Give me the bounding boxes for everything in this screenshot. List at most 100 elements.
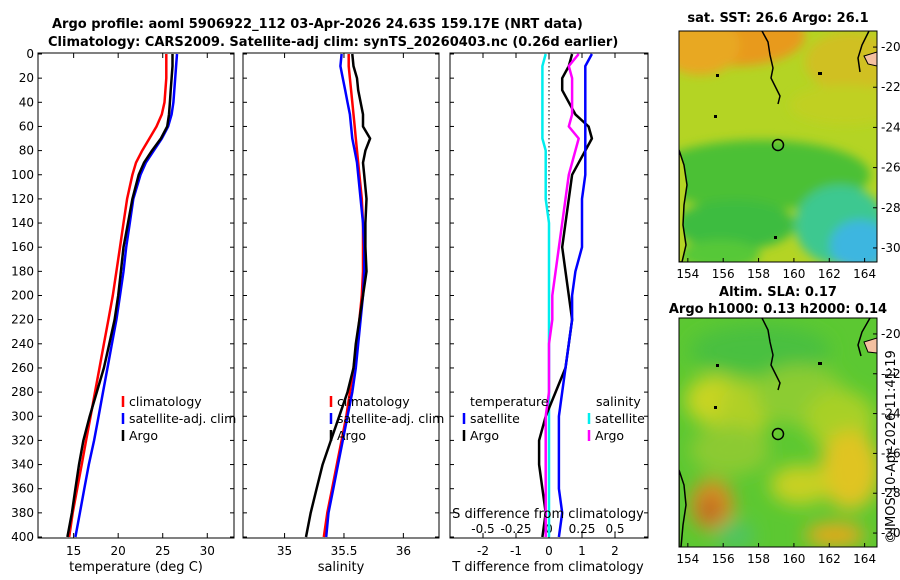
series-temperature-argo (537, 53, 594, 538)
map-x-tick-label: 156 (712, 552, 735, 566)
depth-tick-label: 280 (11, 385, 34, 399)
legend-heading-salinity: salinity (596, 394, 641, 409)
depth-tick-label: 300 (11, 409, 34, 423)
legend-label-sal-argo: Argo (595, 428, 624, 443)
x-tick-label: 0 (545, 544, 553, 558)
x-tick-label: 35 (277, 544, 292, 558)
sla-map-frame (678, 317, 878, 548)
map-x-tick-label: 164 (853, 267, 876, 281)
map-y-tick-label: -30 (881, 241, 900, 255)
depth-tick-label: 120 (11, 192, 34, 206)
legend-label-climatology: climatology (337, 394, 410, 409)
t-difference-xlabel: T difference from climatology (451, 560, 644, 575)
sst-map-panel: sat. SST: 26.6 Argo: 26.1 (676, 11, 900, 281)
sla-map-panel: Altim. SLA: 0.17 Argo h1000: 0.13 h2000:… (669, 285, 900, 566)
difference-panel: -2 -1 0 1 2-0.5 -0.25 0 0.25 0.5 temperature sat… (449, 52, 649, 575)
imos-credit: ©IMOS 10-Apr-2026 11:41:19 (884, 350, 899, 544)
sla-reef-outline (761, 318, 781, 391)
map-y-tick-label: -22 (881, 80, 900, 94)
map-x-tick-label: 162 (818, 552, 841, 566)
depth-tick-label: 180 (11, 264, 34, 278)
legend-label-temp-satellite: satellite (470, 411, 520, 426)
map-x-tick-label: 158 (747, 552, 770, 566)
map-x-tick-label: 160 (782, 552, 805, 566)
map-x-tick-label: 154 (676, 267, 699, 281)
map-y-tick-label: -24 (881, 407, 900, 421)
sla-field (679, 318, 877, 547)
x-tick-label: 2 (611, 544, 619, 558)
depth-tick-label: 360 (11, 482, 34, 496)
depth-tick-label: 400 (11, 530, 34, 544)
depth-tick-label: 40 (19, 95, 34, 109)
x-tick-label: -2 (477, 544, 489, 558)
title-line-1: Argo profile: aoml 5906922_112 03-Apr-20… (52, 17, 583, 32)
s-diff-tick-label: 0.5 (605, 522, 624, 536)
legend-label-satellite: satellite-adj. clim (129, 411, 236, 426)
map-y-tick-label: -24 (881, 120, 900, 134)
sst-map-frame (678, 30, 878, 263)
depth-tick-label: 0 (26, 47, 34, 61)
x-tick-label: 20 (111, 544, 126, 558)
depth-tick-label: 320 (11, 433, 34, 447)
map-y-tick-label: -20 (881, 40, 900, 54)
x-tick-label: 35.5 (331, 544, 358, 558)
sla-map-title-1: Altim. SLA: 0.17 (719, 285, 837, 300)
x-tick-label: -1 (510, 544, 522, 558)
depth-tick-label: 220 (11, 313, 34, 327)
series-satellite-adj-clim (74, 53, 179, 538)
sla-land (863, 337, 877, 354)
depth-tick-label: 380 (11, 506, 34, 520)
depth-tick-label: 80 (19, 144, 34, 158)
legend-label-argo: Argo (337, 428, 366, 443)
title-line-2: Climatology: CARS2009. Satellite-adj cli… (48, 35, 618, 50)
depth-tick-label: 100 (11, 168, 34, 182)
temperature-legend: climatology satellite-adj. clim Argo (121, 394, 236, 443)
series-satellite-adj-clim (324, 53, 366, 538)
depth-tick-label: 140 (11, 216, 34, 230)
depth-tick-label: 60 (19, 119, 34, 133)
map-x-tick-label: 162 (818, 267, 841, 281)
salinity-xlabel: salinity (318, 560, 365, 575)
depth-tick-label: 260 (11, 361, 34, 375)
x-tick-label: 25 (155, 544, 170, 558)
salinity-panel: 35 35.5 36 climatology satellite-adj. clim… (242, 52, 444, 575)
sst-land (863, 51, 877, 67)
temperature-axes-frame (37, 52, 235, 539)
s-difference-xlabel: S difference from climatology (452, 507, 644, 522)
depth-tick-label: 160 (11, 240, 34, 254)
legend-label-satellite: satellite-adj. clim (337, 411, 444, 426)
x-tick-label: 36 (396, 544, 411, 558)
salinity-legend: climatology satellite-adj. clim Argo (329, 394, 444, 443)
s-diff-tick-label: 0.25 (569, 522, 596, 536)
sst-field (679, 31, 877, 262)
x-tick-label: 15 (66, 544, 81, 558)
x-tick-label: 1 (578, 544, 586, 558)
temperature-panel: 0 20 40 60 80 100 120 140 160 180 200 220 240 260 280 3… (11, 47, 236, 575)
sst-coastline (679, 149, 688, 262)
s-diff-tick-label: -0.5 (471, 522, 494, 536)
depth-tick-label: 340 (11, 458, 34, 472)
map-y-tick-label: -22 (881, 367, 900, 381)
depth-tick-label: 20 (19, 71, 34, 85)
map-y-tick-label: -28 (881, 201, 900, 215)
temperature-xlabel: temperature (deg C) (69, 560, 203, 575)
legend-label-climatology: climatology (129, 394, 202, 409)
legend-label-temp-argo: Argo (470, 428, 499, 443)
series-salinity-argo (544, 53, 580, 537)
series-argo (304, 53, 372, 538)
series-argo (66, 54, 174, 538)
map-x-tick-label: 164 (853, 552, 876, 566)
map-x-tick-label: 154 (676, 552, 699, 566)
series-climatology (67, 54, 168, 538)
sla-map-title-2: Argo h1000: 0.13 h2000: 0.14 (669, 302, 887, 317)
series-salinity-satellite (557, 53, 593, 538)
sla-coastline (679, 469, 687, 547)
sla-argo-position (771, 427, 785, 441)
map-y-tick-label: -26 (881, 446, 900, 460)
map-x-tick-label: 160 (782, 267, 805, 281)
sst-reef-outline (761, 31, 781, 105)
depth-tick-label: 200 (11, 289, 34, 303)
legend-label-sal-satellite: satellite (595, 411, 645, 426)
legend-heading-temperature: temperature (470, 394, 549, 409)
